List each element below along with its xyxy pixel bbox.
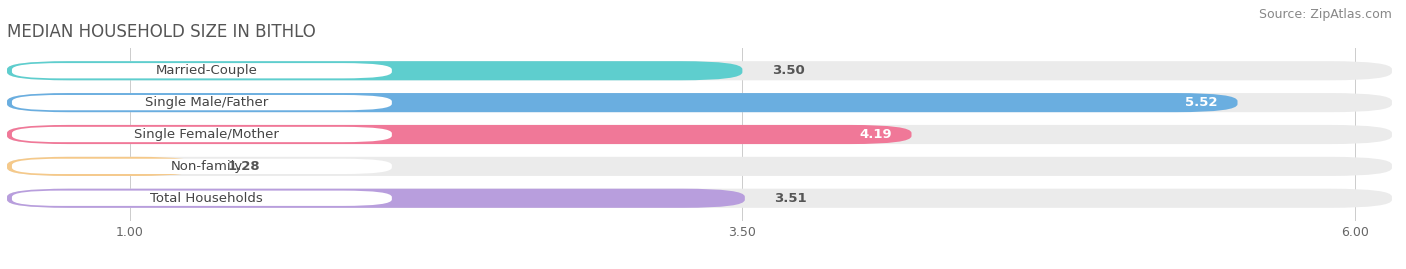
FancyBboxPatch shape xyxy=(7,157,1392,176)
FancyBboxPatch shape xyxy=(7,93,1237,112)
Text: 3.51: 3.51 xyxy=(775,192,807,205)
Text: 4.19: 4.19 xyxy=(859,128,891,141)
Text: Source: ZipAtlas.com: Source: ZipAtlas.com xyxy=(1258,8,1392,21)
FancyBboxPatch shape xyxy=(7,189,1392,208)
FancyBboxPatch shape xyxy=(7,61,1392,80)
FancyBboxPatch shape xyxy=(7,125,911,144)
FancyBboxPatch shape xyxy=(7,61,742,80)
FancyBboxPatch shape xyxy=(11,95,392,110)
Text: 5.52: 5.52 xyxy=(1185,96,1218,109)
FancyBboxPatch shape xyxy=(11,159,392,174)
FancyBboxPatch shape xyxy=(7,93,1392,112)
Text: Married-Couple: Married-Couple xyxy=(156,64,257,77)
FancyBboxPatch shape xyxy=(7,189,745,208)
Text: Single Female/Mother: Single Female/Mother xyxy=(135,128,280,141)
Text: 3.50: 3.50 xyxy=(772,64,804,77)
FancyBboxPatch shape xyxy=(11,63,392,78)
Text: Total Households: Total Households xyxy=(150,192,263,205)
FancyBboxPatch shape xyxy=(11,127,392,142)
Text: 1.28: 1.28 xyxy=(228,160,260,173)
FancyBboxPatch shape xyxy=(7,125,1392,144)
Text: Non-family: Non-family xyxy=(170,160,243,173)
Text: MEDIAN HOUSEHOLD SIZE IN BITHLO: MEDIAN HOUSEHOLD SIZE IN BITHLO xyxy=(7,23,316,41)
FancyBboxPatch shape xyxy=(11,191,392,206)
FancyBboxPatch shape xyxy=(7,157,198,176)
Text: Single Male/Father: Single Male/Father xyxy=(145,96,269,109)
